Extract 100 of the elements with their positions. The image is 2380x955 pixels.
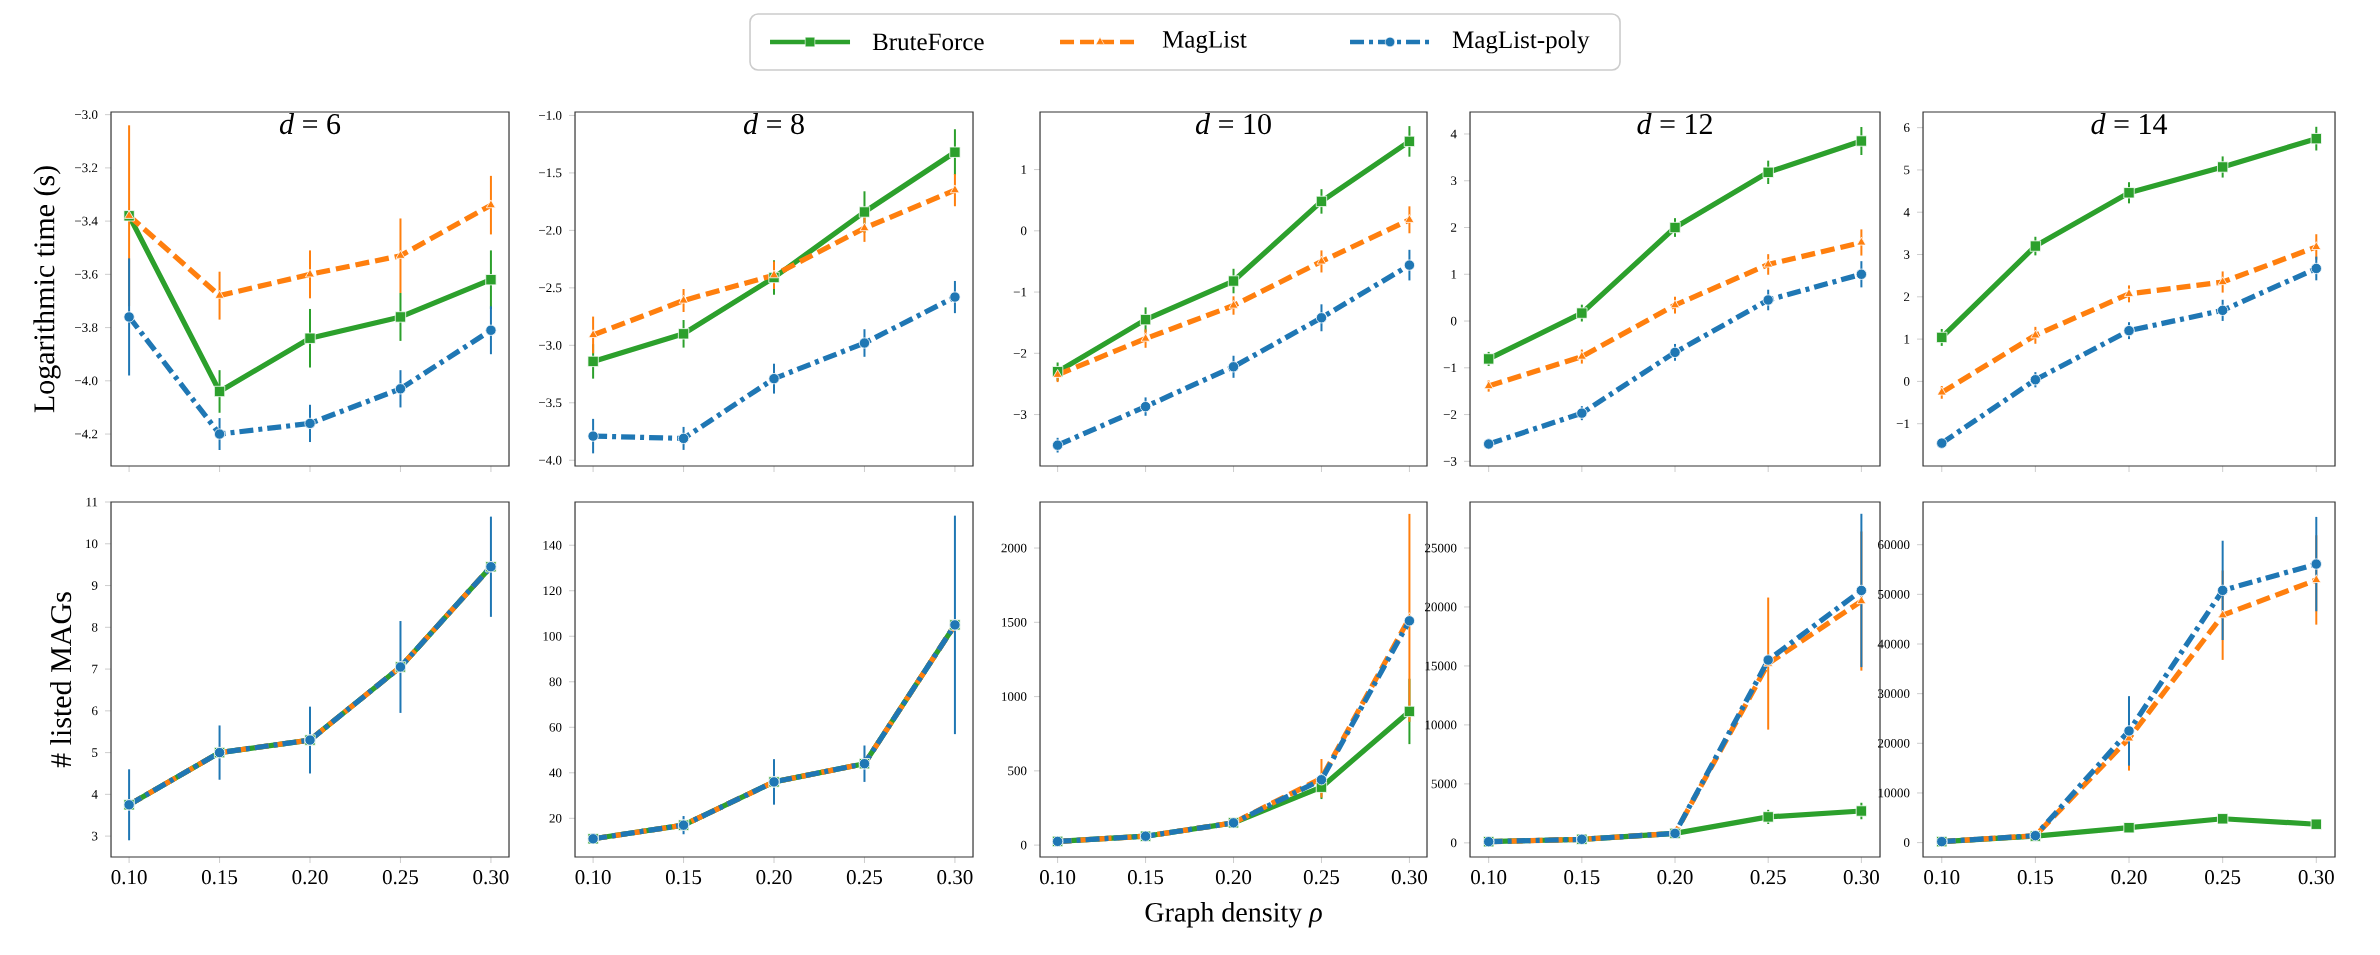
y-tick-label: 0 — [1903, 838, 1910, 847]
x-tick-label: 0.15 — [665, 870, 702, 885]
x-tick-label: 0.25 — [2205, 870, 2241, 885]
y-tick-label: 3 — [1451, 176, 1457, 186]
y-tick-label: 10000 — [1878, 788, 1910, 798]
y-tick-label: −2.5 — [539, 283, 562, 293]
y-tick-label: 120 — [543, 586, 562, 596]
y-tick-label: −1.5 — [539, 168, 562, 178]
y-tick-label: 4 — [1450, 129, 1457, 139]
y-tick-label: 500 — [1008, 766, 1027, 776]
x-tick-label: 0.15 — [1127, 870, 1164, 885]
y-tick-label: 6 — [92, 706, 98, 716]
y-tick-label: 25000 — [1425, 543, 1457, 553]
x-tick-label: 0.10 — [1040, 870, 1076, 885]
x-axis-title: Graph density ρ — [1145, 902, 1322, 928]
y-tick-label: −2 — [1443, 410, 1457, 419]
y-tick-label: 40 — [549, 768, 562, 778]
y-tick-label: 10000 — [1425, 720, 1457, 730]
y-tick-label: 80 — [549, 677, 562, 687]
legend-label: BruteForce — [872, 33, 984, 51]
y-tick-label: 20 — [549, 813, 562, 823]
y-tick-label: 140 — [543, 540, 562, 550]
y-tick-label: 2000 — [1001, 543, 1027, 553]
y-tick-label: 11 — [86, 497, 98, 507]
legend-label: MagList — [1162, 31, 1247, 53]
y-tick-label: −1 — [1443, 363, 1457, 373]
y-tick-label: 20000 — [1425, 602, 1457, 612]
y-tick-label: 4 — [91, 790, 98, 799]
x-tick-label: 0.20 — [292, 870, 328, 885]
y-tick-label: −2.0 — [539, 225, 562, 235]
chart-title: d = 12 — [1637, 113, 1712, 135]
x-tick-label: 0.30 — [1391, 870, 1427, 885]
y-tick-label: −3.0 — [539, 340, 562, 350]
chart-title: d = 10 — [1195, 113, 1271, 135]
y-tick-label: 0 — [1450, 316, 1457, 326]
legend-label: MagList-poly — [1452, 30, 1590, 54]
y-tick-label: 3 — [1904, 250, 1910, 259]
y-tick-label: −3.4 — [75, 216, 98, 226]
y-tick-label: 0 — [1020, 840, 1027, 850]
x-tick-label: 0.10 — [111, 870, 147, 885]
y-tick-label: 1000 — [1002, 692, 1027, 701]
x-tick-label: 0.20 — [1215, 870, 1252, 885]
y-tick-label: 2 — [1904, 292, 1910, 302]
x-tick-label: 0.10 — [1471, 870, 1507, 885]
chart-title: d = 8 — [743, 113, 804, 135]
y-tick-label: −4.0 — [75, 376, 98, 386]
y-tick-label: 6 — [1904, 123, 1910, 133]
chart-title: d = 14 — [2091, 113, 2168, 135]
x-tick-label: 0.30 — [2298, 870, 2334, 885]
y-tick-label: 1 — [1451, 270, 1457, 279]
y-tick-label: −3.6 — [75, 269, 98, 279]
y-tick-label: 60000 — [1878, 540, 1910, 550]
y-tick-label: 0 — [1450, 838, 1457, 848]
y-tick-label: 5 — [1904, 165, 1910, 175]
y-tick-label: 4 — [1903, 207, 1910, 217]
y-tick-label: −3 — [1013, 410, 1027, 419]
x-tick-label: 0.30 — [1843, 870, 1879, 885]
x-tick-label: 0.15 — [2017, 870, 2053, 885]
y-tick-label: −1.0 — [539, 111, 562, 120]
y-tick-label: 1 — [1904, 334, 1910, 344]
y-tick-label: −1 — [1896, 419, 1910, 428]
y-tick-label: 0 — [1020, 226, 1027, 236]
y-tick-label: −3 — [1443, 456, 1457, 466]
y-tick-label: −4.0 — [539, 455, 562, 465]
x-tick-label: 0.10 — [575, 870, 611, 885]
x-tick-label: 0.20 — [756, 870, 792, 885]
y-tick-label: 15000 — [1425, 661, 1457, 671]
y-tick-label: 5000 — [1431, 779, 1457, 789]
x-tick-label: 0.30 — [937, 870, 973, 885]
y-tick-label: 1 — [1021, 165, 1027, 174]
y-tick-label: 30000 — [1878, 689, 1910, 699]
y-tick-label: 10 — [86, 539, 98, 549]
y-tick-label: −2 — [1013, 349, 1027, 358]
y-tick-label: −3.5 — [539, 398, 562, 408]
x-tick-label: 0.20 — [1657, 870, 1693, 885]
y-axis-title: Logarithmic time (s) — [33, 166, 61, 413]
y-tick-label: 20000 — [1878, 738, 1910, 748]
y-tick-label: 100 — [543, 631, 562, 641]
y-tick-label: 3 — [92, 831, 98, 841]
y-tick-label: 2 — [1451, 223, 1457, 232]
chart-title: d = 6 — [279, 113, 341, 135]
x-tick-label: 0.20 — [2111, 870, 2147, 885]
y-tick-label: 0 — [1903, 377, 1910, 386]
y-tick-label: −3.0 — [75, 110, 98, 120]
y-tick-label: 40000 — [1877, 639, 1910, 649]
y-tick-label: 60 — [549, 722, 562, 732]
y-tick-label: −3.8 — [75, 323, 98, 333]
x-tick-label: 0.25 — [1303, 870, 1339, 885]
y-tick-label: 8 — [91, 622, 98, 632]
y-axis-title: # listed MAGs — [50, 592, 72, 768]
x-tick-label: 0.15 — [201, 870, 238, 885]
x-tick-label: 0.25 — [382, 870, 418, 885]
y-tick-label: 9 — [91, 581, 98, 590]
y-tick-label: −3.2 — [75, 163, 98, 173]
y-tick-label: 5 — [92, 748, 98, 757]
x-tick-label: 0.10 — [1924, 870, 1960, 885]
y-tick-label: −1 — [1013, 287, 1027, 297]
y-tick-label: −4.2 — [75, 429, 98, 439]
x-tick-label: 0.30 — [473, 870, 509, 885]
x-tick-label: 0.25 — [1750, 870, 1786, 885]
